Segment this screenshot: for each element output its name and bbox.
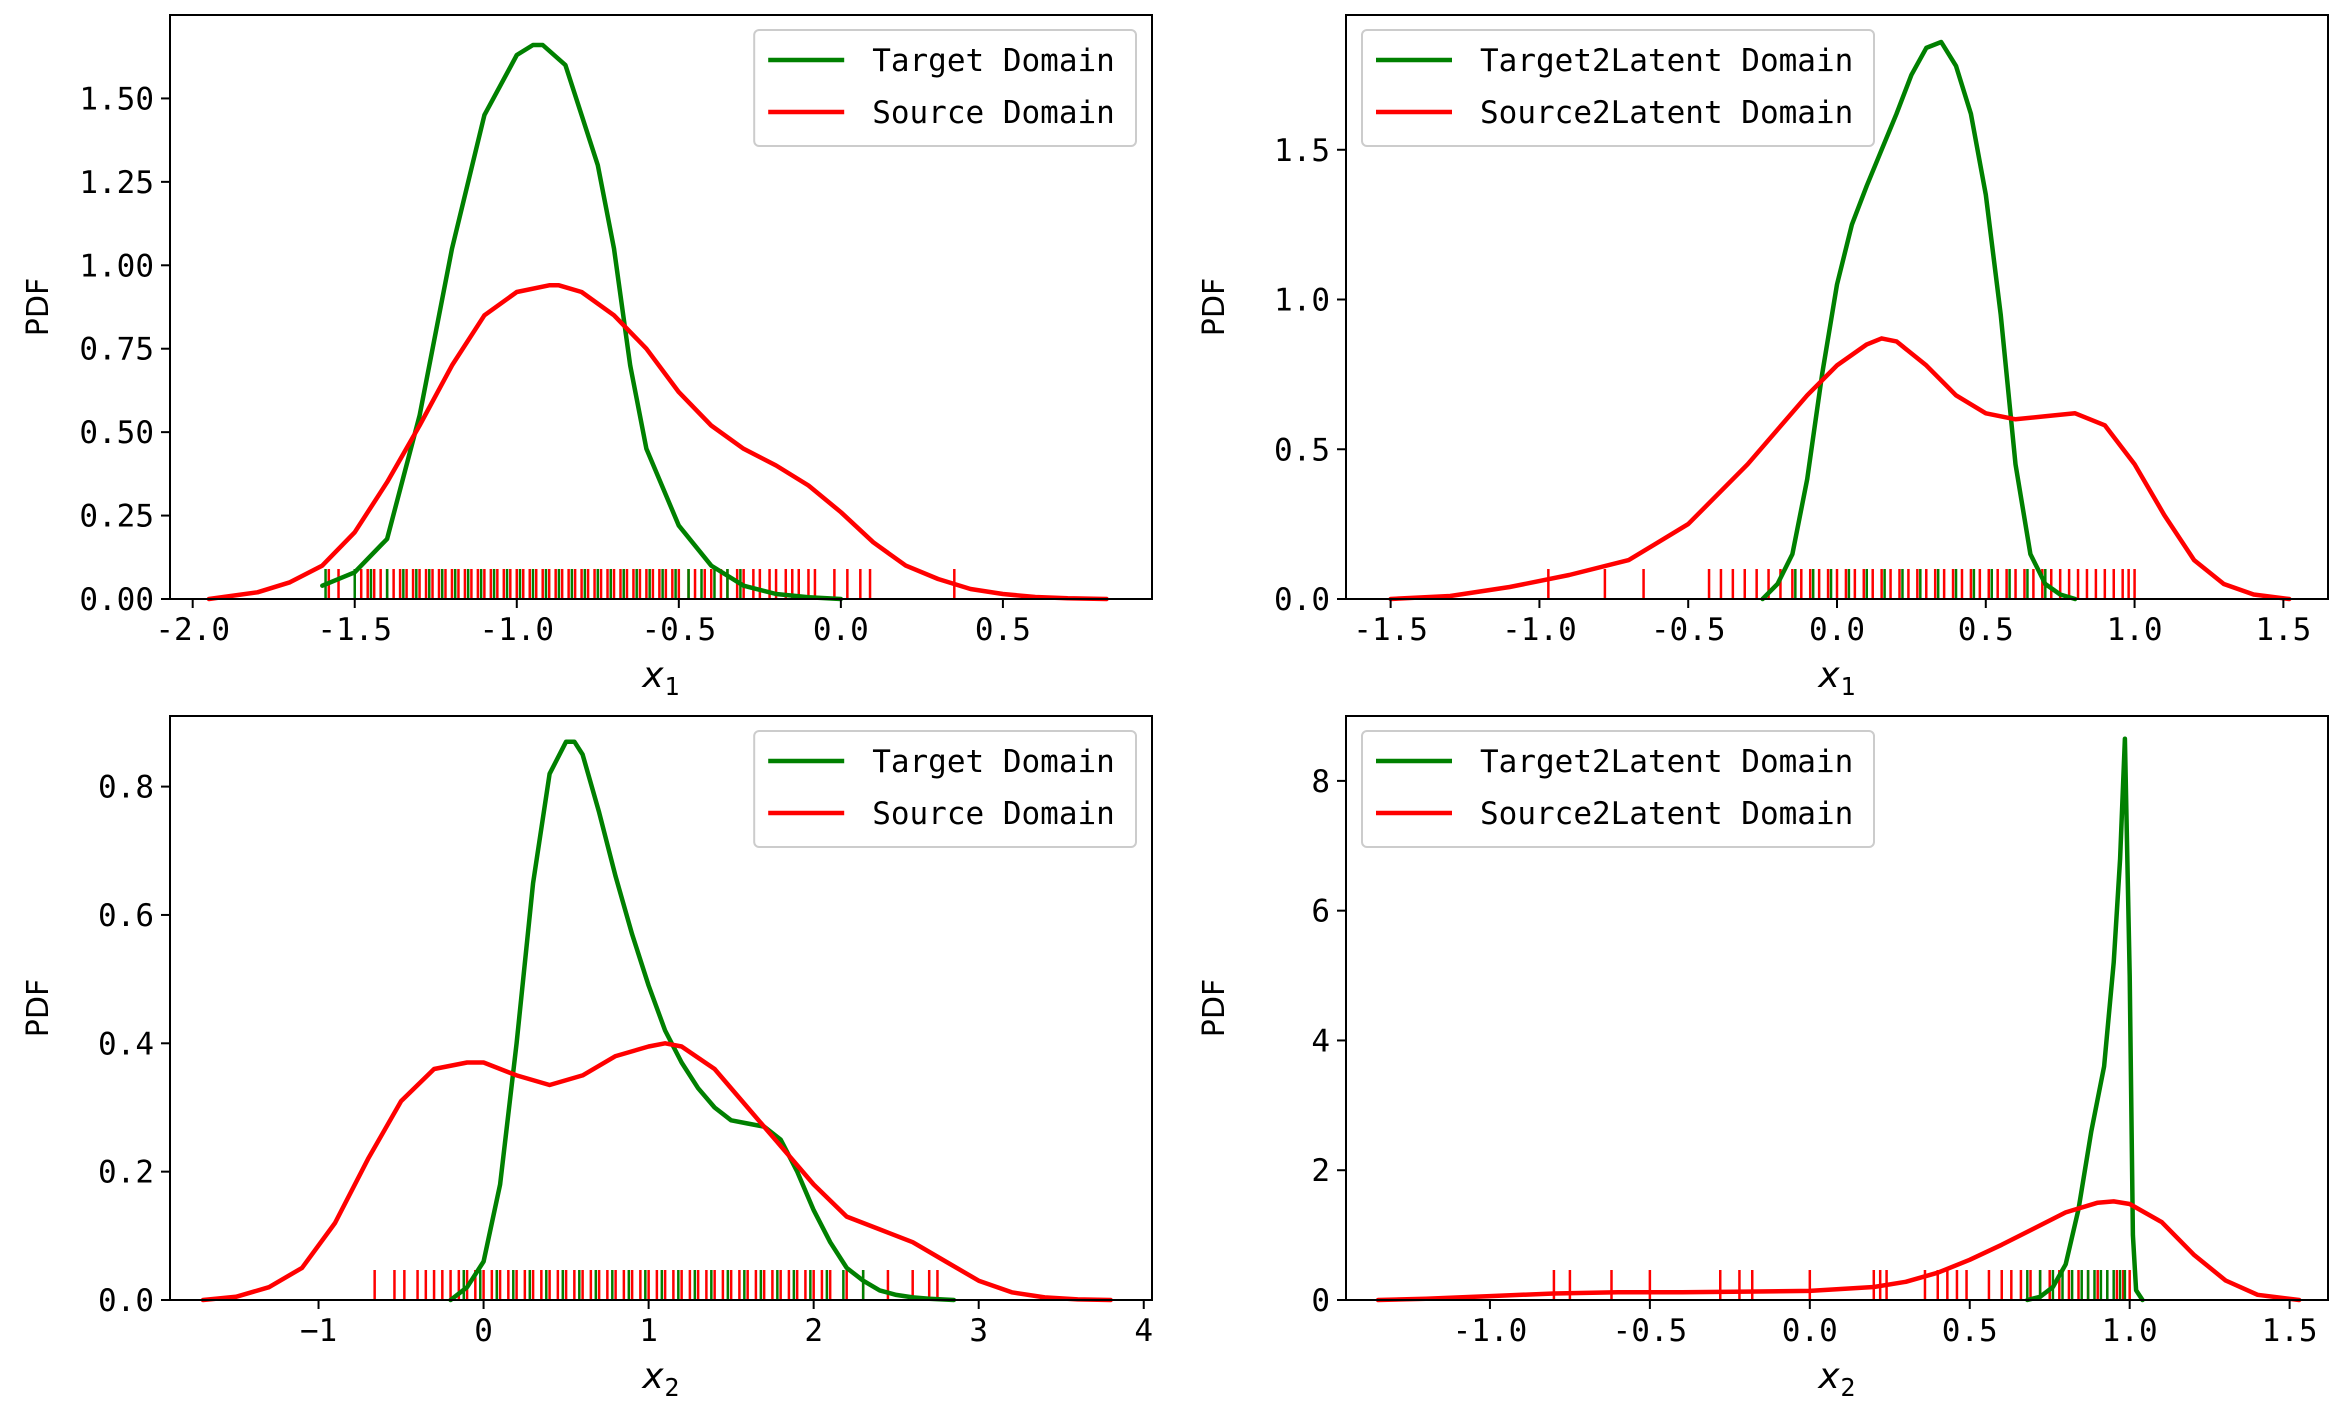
y-axis-label: PDF <box>1197 278 1232 336</box>
x-tick-label: 0.0 <box>1809 612 1865 648</box>
x-tick-label: -2.0 <box>155 612 230 648</box>
x-tick-label: -0.5 <box>1613 1313 1688 1349</box>
rug-group <box>373 1270 939 1300</box>
rug-group <box>1547 569 2136 599</box>
x-tick-label: -1.0 <box>479 612 554 648</box>
legend-label: Target2Latent Domain <box>1480 744 1853 780</box>
y-tick-label: 1.00 <box>79 248 154 284</box>
y-tick-label: 0.25 <box>79 499 154 535</box>
legend-label: Source2Latent Domain <box>1480 95 1853 131</box>
axes-frame <box>169 14 1153 600</box>
x-tick-label: 3 <box>969 1313 988 1349</box>
y-tick-label: 1.0 <box>1274 283 1330 319</box>
x-tick-label: 1.0 <box>2102 1313 2158 1349</box>
y-tick-label: 0.00 <box>79 582 154 618</box>
y-axis-label: PDF <box>1197 979 1232 1037</box>
x-tick-label: 0.0 <box>813 612 869 648</box>
x-axis-label: x1 <box>1817 655 1856 701</box>
y-tick-label: 0.0 <box>1274 582 1330 618</box>
y-tick-label: 0.4 <box>98 1026 154 1062</box>
y-tick-label: 1.50 <box>79 81 154 117</box>
axes-frame <box>169 715 1153 1301</box>
series-line <box>2025 736 2145 1303</box>
legend-label: Source Domain <box>872 796 1115 832</box>
x-tick-label: 0.5 <box>975 612 1031 648</box>
x-tick-label: 1.5 <box>2255 612 2311 648</box>
x-tick-label: 4 <box>1134 1313 1153 1349</box>
y-tick-label: 0.8 <box>98 770 154 806</box>
x-axis-label: x1 <box>641 655 680 701</box>
rug-group <box>324 569 742 599</box>
chart-panel: −1 0 1 2 3 4 0.0 0.2 0.4 0.6 0.8 x2 PDF Target Domain… <box>21 715 1153 1402</box>
legend-label: Source Domain <box>872 95 1115 131</box>
chart-panel: -2.0 -1.5 -1.0 -0.5 0.0 0.5 0.00 0.25 0.50 0.75 1.… <box>21 14 1153 701</box>
y-tick-label: 0.6 <box>98 898 154 934</box>
legend-label: Target Domain <box>872 744 1115 780</box>
series-line <box>448 739 957 1303</box>
x-tick-label: 0.5 <box>1958 612 2014 648</box>
rug-group <box>2026 1270 2127 1300</box>
y-axis-label: PDF <box>21 278 56 336</box>
legend-frame <box>1361 29 1875 147</box>
series-line <box>1388 336 2292 602</box>
x-tick-label: 2 <box>804 1313 823 1349</box>
series-line <box>1375 1199 2302 1303</box>
legend-label: Source2Latent Domain <box>1480 796 1853 832</box>
series-line <box>206 283 1109 602</box>
y-tick-label: 0.2 <box>98 1155 154 1191</box>
y-tick-label: 1.5 <box>1274 133 1330 169</box>
rug-group <box>462 1270 865 1300</box>
x-axis-label: x2 <box>641 1356 680 1402</box>
series-line <box>1760 39 2078 602</box>
y-tick-label: 0.5 <box>1274 432 1330 468</box>
chart-panel: -1.0 -0.5 0.0 0.5 1.0 1.5 0 2 4 6 8 x2 PDF Target2Lat… <box>1197 715 2329 1402</box>
legend-frame <box>753 730 1137 848</box>
chart-panel: -1.5 -1.0 -0.5 0.0 0.5 1.0 1.5 0.0 0.5 1.0 1.5 x1 PD… <box>1197 14 2329 701</box>
y-tick-label: 4 <box>1311 1023 1330 1059</box>
x-tick-label: 0.5 <box>1942 1313 1998 1349</box>
series-line <box>200 1041 1113 1303</box>
x-tick-label: -1.5 <box>1353 612 1428 648</box>
legend-frame <box>753 29 1137 147</box>
y-tick-label: 0.0 <box>98 1283 154 1319</box>
y-tick-label: 1.25 <box>79 165 154 201</box>
x-tick-label: -1.5 <box>317 612 392 648</box>
y-tick-label: 6 <box>1311 894 1330 930</box>
y-axis-label: PDF <box>21 979 56 1037</box>
legend: Target2Latent Domain Source2Latent Domain <box>1361 29 1875 147</box>
x-tick-label: -0.5 <box>641 612 716 648</box>
y-tick-label: 2 <box>1311 1153 1330 1189</box>
y-tick-label: 0.50 <box>79 415 154 451</box>
legend: Target Domain Source Domain <box>753 730 1137 848</box>
legend: Target2Latent Domain Source2Latent Domain <box>1361 730 1875 848</box>
y-tick-label: 0.75 <box>79 332 154 368</box>
x-axis-label: x2 <box>1817 1356 1856 1402</box>
y-tick-label: 0 <box>1311 1283 1330 1319</box>
x-tick-label: -1.0 <box>1453 1313 1528 1349</box>
legend-label: Target Domain <box>872 43 1115 79</box>
x-tick-label: 1.0 <box>2107 612 2163 648</box>
x-tick-label: 0 <box>474 1313 493 1349</box>
y-tick-label: 8 <box>1311 764 1330 800</box>
x-tick-label: 1 <box>639 1313 658 1349</box>
x-tick-label: -1.0 <box>1502 612 1577 648</box>
series-line <box>320 42 844 602</box>
x-tick-label: 0.0 <box>1782 1313 1838 1349</box>
rug-group <box>1794 569 2047 599</box>
legend: Target Domain Source Domain <box>753 29 1137 147</box>
x-tick-label: 1.5 <box>2262 1313 2318 1349</box>
axes-frame <box>1345 715 2329 1301</box>
legend-label: Target2Latent Domain <box>1480 43 1853 79</box>
legend-frame <box>1361 730 1875 848</box>
x-tick-label: −1 <box>300 1313 337 1349</box>
x-tick-label: -0.5 <box>1651 612 1726 648</box>
